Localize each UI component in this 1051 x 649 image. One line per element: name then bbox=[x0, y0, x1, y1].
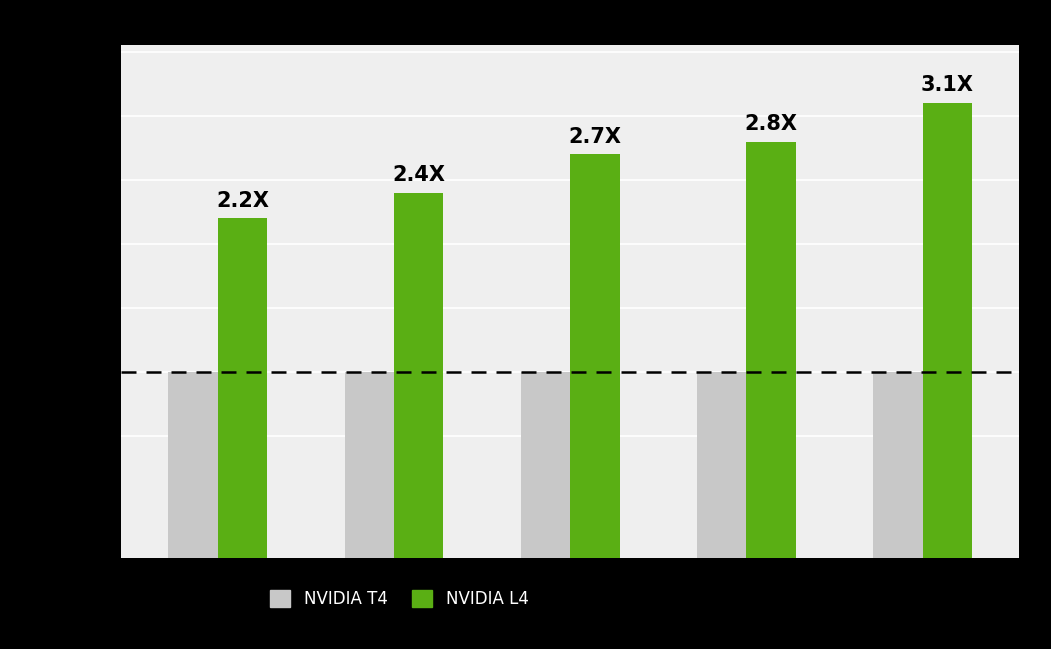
Bar bbox=[521, 373, 571, 558]
Bar bbox=[571, 154, 619, 558]
Text: 2.8X: 2.8X bbox=[744, 114, 798, 134]
Text: 3.1X: 3.1X bbox=[921, 75, 973, 95]
Bar bbox=[345, 373, 394, 558]
Text: 2.2X: 2.2X bbox=[215, 191, 269, 211]
Bar bbox=[873, 373, 923, 558]
Legend: NVIDIA T4, NVIDIA L4: NVIDIA T4, NVIDIA L4 bbox=[264, 583, 535, 615]
Bar bbox=[168, 373, 218, 558]
Text: 2.7X: 2.7X bbox=[569, 127, 621, 147]
Bar bbox=[697, 373, 746, 558]
Bar bbox=[923, 103, 972, 558]
Bar bbox=[218, 219, 267, 558]
Text: 2.4X: 2.4X bbox=[392, 165, 446, 185]
Bar bbox=[394, 193, 444, 558]
Bar bbox=[746, 141, 796, 558]
